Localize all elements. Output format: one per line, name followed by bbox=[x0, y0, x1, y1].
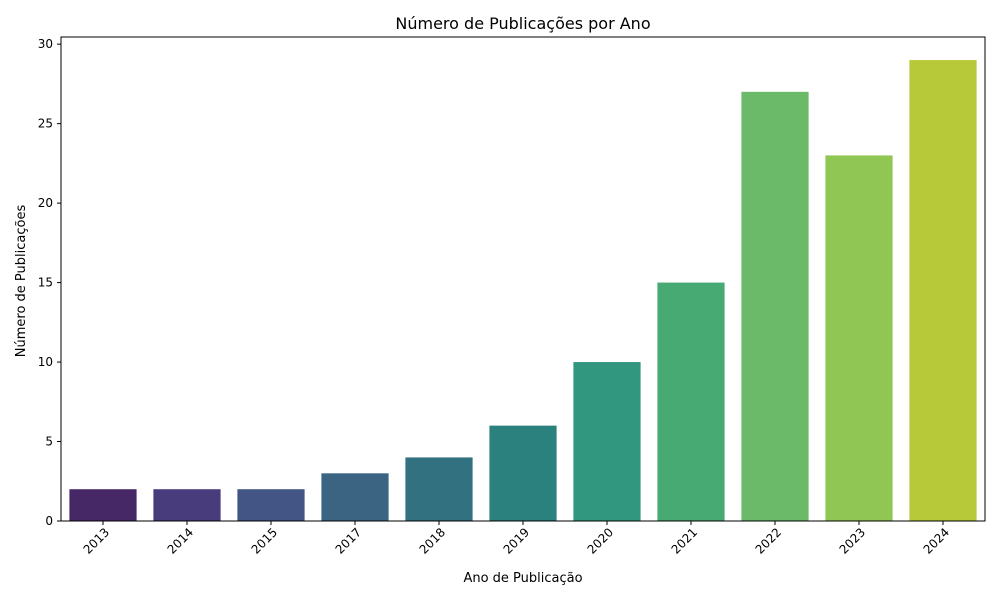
y-tick-label-30: 30 bbox=[38, 37, 53, 51]
chart-title: Número de Publicações por Ano bbox=[395, 14, 650, 33]
x-tick-label-2013: 2013 bbox=[81, 525, 112, 556]
y-tick-label-15: 15 bbox=[38, 276, 53, 290]
x-tick-label-2018: 2018 bbox=[417, 525, 448, 556]
bar-2021 bbox=[657, 282, 725, 521]
bars-layer bbox=[69, 60, 977, 522]
y-tick-label-10: 10 bbox=[38, 355, 53, 369]
y-axis-label: Número de Publicações bbox=[14, 205, 29, 358]
bar-2019 bbox=[489, 425, 557, 521]
bar-2022 bbox=[741, 91, 809, 522]
x-tick-label-2021: 2021 bbox=[669, 525, 700, 556]
y-tick-label-25: 25 bbox=[38, 117, 53, 131]
x-axis: 2013 2014 2015 2017 2018 2019 2020 2021 2022 2023… bbox=[81, 521, 952, 557]
x-tick-label-2022: 2022 bbox=[753, 525, 784, 556]
bar-2017 bbox=[321, 473, 389, 521]
x-tick-label-2017: 2017 bbox=[333, 525, 364, 556]
x-tick-label-2020: 2020 bbox=[585, 525, 616, 556]
bar-2015 bbox=[237, 489, 305, 521]
bar-2024 bbox=[909, 60, 977, 522]
x-tick-label-2015: 2015 bbox=[249, 525, 280, 556]
bar-2014 bbox=[153, 489, 221, 521]
bar-2013 bbox=[69, 489, 137, 521]
x-tick-label-2024: 2024 bbox=[921, 525, 952, 556]
y-tick-label-20: 20 bbox=[38, 196, 53, 210]
bar-2018 bbox=[405, 457, 473, 521]
y-tick-label-0: 0 bbox=[45, 514, 53, 528]
plot-frame bbox=[60, 36, 986, 522]
x-tick-label-2023: 2023 bbox=[837, 525, 868, 556]
x-axis-label: Ano de Publicação bbox=[463, 571, 582, 586]
x-tick-label-2014: 2014 bbox=[165, 525, 196, 556]
x-tick-label-2019: 2019 bbox=[501, 525, 532, 556]
bar-2020 bbox=[573, 362, 641, 521]
y-axis: 0 5 10 15 20 25 30 bbox=[38, 37, 61, 528]
y-tick-label-5: 5 bbox=[45, 435, 53, 449]
bar-2023 bbox=[825, 155, 893, 521]
